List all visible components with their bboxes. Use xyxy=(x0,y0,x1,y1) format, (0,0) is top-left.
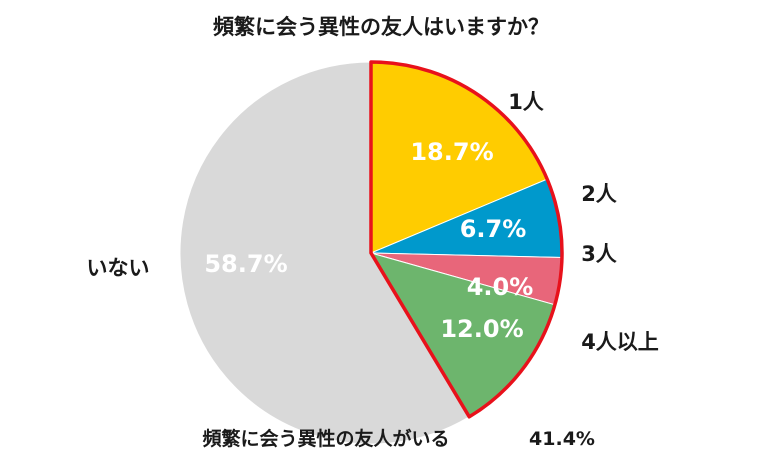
slice-value-label: 12.0% xyxy=(440,315,523,343)
slice-value-label: 6.7% xyxy=(460,215,527,243)
slice-value-label: 4.0% xyxy=(467,273,534,301)
pie-slices xyxy=(179,61,563,445)
slice-5 xyxy=(179,61,471,445)
highlight-group-value: 41.4% xyxy=(529,428,595,450)
slice-value-label: 58.7% xyxy=(204,250,287,278)
slice-category-label: 2人 xyxy=(581,182,617,206)
slice-value-label: 18.7% xyxy=(410,138,493,166)
category-labels: 1人 2人 3人 4人以上 いない xyxy=(87,90,659,354)
slice-category-label: いない xyxy=(87,256,150,280)
slice-category-label: 4人以上 xyxy=(581,330,659,354)
highlight-group-label: 頻繁に会う異性の友人がいる xyxy=(202,427,449,450)
highlight-outline xyxy=(369,60,564,419)
slice-category-label: 3人 xyxy=(581,242,617,266)
percent-labels: 18.7% 6.7% 4.0% 12.0% 58.7% xyxy=(204,138,533,343)
slice-category-label: 1人 xyxy=(508,90,544,114)
chart-title: 頻繁に会う異性の友人はいますか？ xyxy=(213,15,549,39)
